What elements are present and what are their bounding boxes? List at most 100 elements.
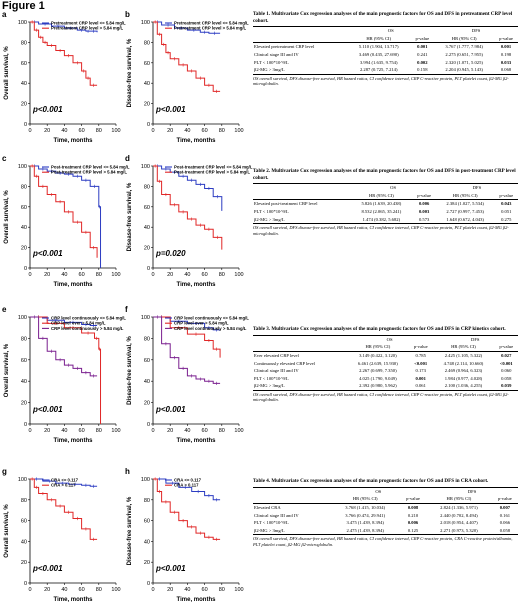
p-value-label: p<0.001 [32, 564, 63, 573]
table-row: Elevated post-treatment CRP level 5.826 … [253, 200, 518, 208]
p-cell: 0.125 [399, 526, 427, 536]
table-subheader-row: HR (95% CI) p-value HR (95% CI) p-value [253, 34, 518, 44]
y-tick-label: 80 [144, 40, 150, 46]
y-tick-label: 100 [141, 20, 150, 26]
p-header: p-value [494, 343, 518, 352]
os-header: OS [347, 25, 435, 35]
table-row: β2-MG > 3mg/L 2.287 (0.725, 7.214) 0.158… [253, 65, 518, 75]
y-tick-label: 100 [18, 20, 27, 26]
x-tick-label: 80 [96, 128, 102, 134]
x-tick-label: 100 [234, 128, 243, 134]
p-cell: 0.161 [499, 512, 511, 518]
hr-cell: 3.766 (0.474, 29.941) [345, 512, 386, 518]
y-tick-label: 80 [21, 184, 27, 190]
y-tick-label: 40 [144, 225, 150, 231]
y-axis-label: Disease-free survival, % [127, 496, 133, 565]
hr-cell: 5.826 (1.639, 20.438) [361, 201, 402, 207]
p-header: p-value [491, 495, 518, 504]
legend-label: CRP level continuously > 5.84 mg/L [174, 326, 247, 331]
p-cell: 0.068 [494, 65, 518, 75]
legend-label: Post-treatment CRP level > 5.84 mg/L [174, 170, 250, 175]
km-plot-b: b 0 20 40 60 80 100 0 20 40 60 80 100 Time, months Dis… [123, 8, 249, 146]
table-note: OS overall survival, DFS disease-free su… [253, 224, 509, 236]
legend-label: CRP level continuously <= 5.84 mg/L [51, 316, 126, 321]
x-tick-label: 80 [219, 428, 225, 434]
legend-label: CRA > 0.117 [174, 483, 199, 488]
hr-cell: 1.648 (0.672, 4.043) [435, 215, 495, 224]
hr-cell: 2.384 (1.027, 5.534) [446, 201, 484, 207]
p-cell: 0.033 [500, 59, 512, 65]
factor-cell: PLT < 100*10^9/L [254, 375, 289, 381]
table-row: Elevated pretreatment CRP level 5.110 (1… [253, 43, 518, 51]
hr-cell: 6.461 (2.639, 15.930) [357, 360, 398, 366]
y-tick-label: 20 [21, 560, 27, 566]
x-tick-label: 80 [96, 587, 102, 593]
p-header: p-value [412, 191, 436, 201]
y-tick-label: 40 [21, 225, 27, 231]
x-tick-label: 80 [96, 428, 102, 434]
survival-curve-2 [30, 165, 98, 258]
factor-cell: β2-MG > 3mg/L [253, 382, 347, 391]
x-tick-label: 100 [234, 428, 243, 434]
km-chart-svg: d 0 20 40 60 80 100 0 20 40 60 80 100 Time, months Dis… [125, 154, 253, 288]
p-header: p-value [494, 191, 518, 201]
hr-cell: 2.267 (0.699, 7.350) [359, 368, 397, 374]
x-tick-label: 60 [79, 587, 85, 593]
legend-label: Post-treatment CRP level <= 5.84 mg/L [51, 165, 130, 170]
y-tick-label: 40 [144, 539, 150, 545]
table-row: Ever elevated CRP level 3.149 (0.422, 3.… [253, 351, 518, 359]
km-chart-svg: b 0 20 40 60 80 100 0 20 40 60 80 100 Time, months Dis… [125, 10, 249, 144]
table-4: Table 4. Multivariate Cox regression ana… [253, 478, 518, 548]
p-cell: 0.241 [417, 52, 428, 58]
panel-label: f [125, 305, 128, 314]
x-tick-label: 40 [61, 428, 67, 434]
p-header: p-value [494, 34, 518, 44]
table-header-row: OS DFS [253, 334, 518, 344]
table-row: Continuously elevated CRP level 6.461 (2… [253, 359, 518, 367]
x-tick-label: 100 [111, 587, 120, 593]
os-header: OS [350, 182, 436, 192]
y-tick-label: 60 [144, 205, 150, 211]
factor-cell: PLT < 100*10^9/L [254, 520, 289, 526]
os-header: OS [330, 486, 427, 496]
y-axis-label: Overall survival, % [4, 190, 10, 244]
x-tick-label: 60 [79, 428, 85, 434]
table-subheader-row: HR (95% CI) p-value HR (95% CI) p-value [253, 191, 518, 201]
hr-cell: 4.025 (1.790, 9.049) [359, 375, 397, 381]
x-axis-label: Time, months [54, 597, 94, 603]
table-note: OS overall survival, DFS disease-free su… [253, 391, 509, 403]
x-tick-label: 80 [219, 587, 225, 593]
legend-label: Pretreatment CRP level > 5.84 mg/L [174, 26, 247, 31]
table-subheader-row: HR (95% CI) p-value HR (95% CI) p-value [253, 495, 518, 504]
x-axis-label: Time, months [54, 138, 94, 144]
table-3: Table 3. Multivariate Cox regression ana… [253, 326, 518, 403]
p-cell: 0.006 [418, 201, 430, 207]
p-cell: 0.002 [417, 59, 428, 65]
factor-cell: Clinical stage III and IV [254, 52, 299, 58]
hr-header: HR (95% CI) [434, 34, 495, 44]
hr-cell: 2.018 (0.954, 4.407) [440, 520, 478, 526]
table-row: Elevated CRA 3.768 (1.415, 10.034) 0.008… [253, 503, 518, 511]
y-tick-label: 80 [21, 40, 27, 46]
y-tick-label: 0 [24, 266, 27, 272]
x-tick-label: 0 [28, 587, 31, 593]
table-title: Table 1. Multivariate Cox regression ana… [253, 11, 513, 24]
legend-label: CRA > 0.117 [51, 483, 76, 488]
x-tick-label: 20 [44, 272, 50, 278]
y-axis-label: Disease-free survival, % [127, 182, 133, 251]
hr-cell: 2.287 (0.725, 7.214) [347, 65, 411, 75]
panel-label: g [2, 467, 7, 476]
x-tick-label: 40 [61, 272, 67, 278]
x-tick-label: 0 [151, 587, 154, 593]
table-row: PLT < 100*10^9/L 3.475 (1.439, 8.394) 0.… [253, 519, 518, 527]
p-header: p-value [399, 495, 427, 504]
x-tick-label: 40 [61, 587, 67, 593]
factor-cell: β2-MG > 3mg/L [253, 65, 348, 75]
y-tick-label: 20 [21, 246, 27, 252]
factor-cell: Elevated CRA [254, 504, 281, 510]
hr-cell: 2.204 (0.945, 5.143) [434, 65, 495, 75]
km-plot-d: d 0 20 40 60 80 100 0 20 40 60 80 100 Time, months Dis… [123, 152, 253, 290]
legend-label: Post-treatment CRP level <= 5.84 mg/L [174, 165, 253, 170]
y-tick-label: 100 [18, 315, 27, 321]
p-cell: 0.007 [499, 504, 511, 510]
